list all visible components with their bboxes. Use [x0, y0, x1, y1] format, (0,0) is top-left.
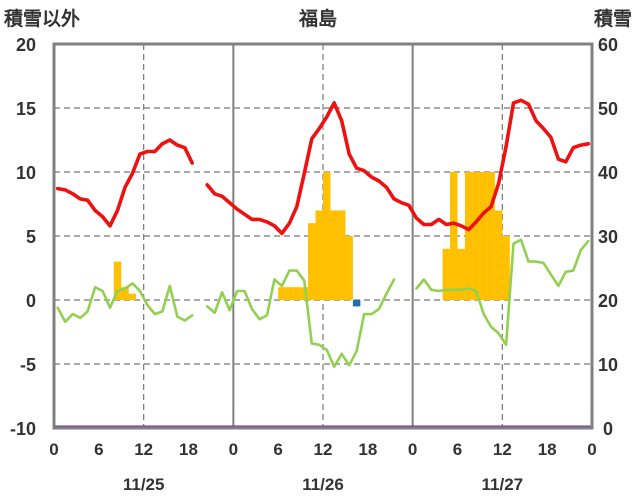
precipitation-bar [330, 210, 338, 300]
left-tick-label: 20 [16, 35, 36, 55]
temperature-line [205, 98, 591, 236]
left-tick-label: -10 [10, 419, 36, 439]
date-label: 11/27 [482, 475, 524, 494]
green-series-line [56, 282, 194, 324]
x-tick-label: 6 [273, 440, 282, 459]
precipitation-bar [450, 172, 458, 300]
x-tick-label: 6 [94, 440, 103, 459]
x-tick-label: 0 [229, 440, 238, 459]
precipitation-bar [285, 287, 294, 300]
right-axis-label: 積雪 [594, 7, 632, 30]
precipitation-bar [278, 287, 286, 300]
precipitation-bar [457, 248, 465, 300]
right-tick-label: 40 [598, 163, 618, 183]
precipitation-bar [479, 172, 488, 300]
chart-title: 福島 [298, 7, 337, 30]
left-tick-label: 5 [26, 227, 36, 247]
x-tick-label: 0 [408, 440, 417, 459]
right-tick-label: 50 [598, 99, 618, 119]
x-tick-label: 18 [538, 440, 557, 459]
precipitation-bar [487, 172, 495, 300]
x-tick-label: 18 [358, 440, 377, 459]
precipitation-bar [308, 223, 316, 300]
precipitation-bar [323, 172, 331, 300]
precipitation-bar [472, 172, 480, 300]
precipitation-bar [345, 236, 353, 300]
precipitation-bar [464, 172, 473, 300]
precipitation-bar [494, 210, 503, 300]
x-tick-label: 12 [493, 440, 512, 459]
precipitation-bar [315, 210, 323, 300]
right-tick-label: 60 [598, 35, 618, 55]
right-tick-label: 30 [598, 227, 618, 247]
temperature-line [55, 138, 194, 228]
precipitation-bar [293, 287, 301, 300]
precipitation-bar [337, 210, 346, 300]
date-label: 11/25 [123, 475, 165, 494]
right-tick-label: 10 [598, 355, 618, 375]
precipitation-bar [442, 248, 451, 300]
precipitation-bar [128, 293, 137, 300]
green-series-line [415, 238, 590, 347]
green-series-line [205, 269, 396, 368]
left-tick-label: 10 [16, 163, 36, 183]
precipitation-bar [300, 287, 309, 300]
right-tick-label: 0 [603, 419, 613, 439]
date-label: 11/26 [302, 475, 344, 494]
x-tick-label: 6 [453, 440, 462, 459]
precipitation-bar [121, 287, 129, 300]
plot-frame [52, 42, 594, 430]
x-tick-label: 18 [179, 440, 198, 459]
x-tick-label: 12 [314, 440, 333, 459]
x-tick-label: 0 [587, 440, 596, 459]
precipitation-bar [502, 236, 510, 300]
x-tick-label: 0 [49, 440, 58, 459]
negative-bar [352, 300, 361, 307]
right-tick-label: 20 [598, 291, 618, 311]
precipitation-bars [113, 172, 510, 307]
left-tick-label: 15 [16, 99, 36, 119]
precipitation-bar [113, 261, 122, 300]
left-axis-label: 積雪以外 [4, 7, 80, 30]
x-tick-label: 12 [134, 440, 153, 459]
plot-border [52, 42, 594, 430]
left-tick-label: 0 [26, 291, 36, 311]
left-tick-label: -5 [20, 355, 36, 375]
